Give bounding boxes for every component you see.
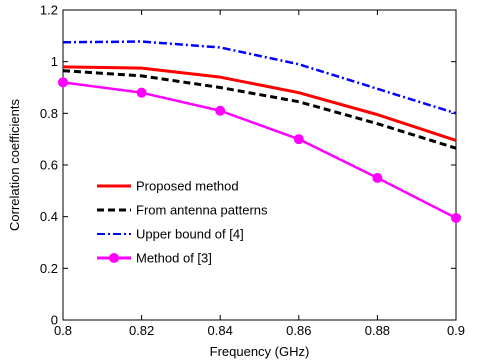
y-tick-label: 0.6 bbox=[40, 158, 58, 173]
legend-marker bbox=[109, 253, 119, 263]
series-line-3 bbox=[62, 40, 457, 115]
series-point bbox=[58, 77, 68, 88]
x-tick-label: 0.88 bbox=[365, 323, 390, 338]
legend-label: Proposed method bbox=[136, 179, 239, 194]
series-point bbox=[293, 134, 304, 145]
series-line-4 bbox=[62, 81, 457, 220]
x-tick-label: 0.86 bbox=[286, 323, 311, 338]
y-tick-label: 0.2 bbox=[40, 261, 58, 276]
y-axis-ticks: 0 0.2 0.4 0.6 0.8 1 1.2 bbox=[40, 3, 456, 328]
plot-area bbox=[62, 9, 457, 321]
legend-label: Upper bound of [4] bbox=[136, 227, 244, 242]
x-axis-label: Frequency (GHz) bbox=[210, 344, 310, 359]
y-tick-label: 0.8 bbox=[40, 106, 58, 121]
legend-label: Method of [3] bbox=[136, 251, 212, 266]
y-axis-label: Correlation coefficients bbox=[7, 99, 22, 231]
legend: Proposed method From antenna patterns Uppe… bbox=[97, 179, 268, 266]
legend-label: From antenna patterns bbox=[136, 203, 268, 218]
series-point bbox=[372, 172, 383, 183]
x-tick-label: 0.84 bbox=[208, 323, 233, 338]
x-axis-ticks: 0.8 0.82 0.84 0.86 0.88 0.9 bbox=[54, 10, 465, 338]
y-tick-label: 1 bbox=[51, 54, 58, 69]
series-point bbox=[215, 105, 226, 116]
series-line-2 bbox=[62, 69, 457, 150]
series-line-1 bbox=[62, 65, 457, 142]
y-tick-label: 0 bbox=[51, 313, 58, 328]
x-tick-label: 0.8 bbox=[54, 323, 72, 338]
y-tick-label: 0.4 bbox=[40, 209, 58, 224]
series-point bbox=[136, 87, 147, 98]
y-tick-label: 1.2 bbox=[40, 3, 58, 18]
x-tick-label: 0.9 bbox=[447, 323, 465, 338]
series-point bbox=[451, 212, 461, 223]
series-layer bbox=[58, 40, 461, 223]
x-tick-label: 0.82 bbox=[129, 323, 154, 338]
